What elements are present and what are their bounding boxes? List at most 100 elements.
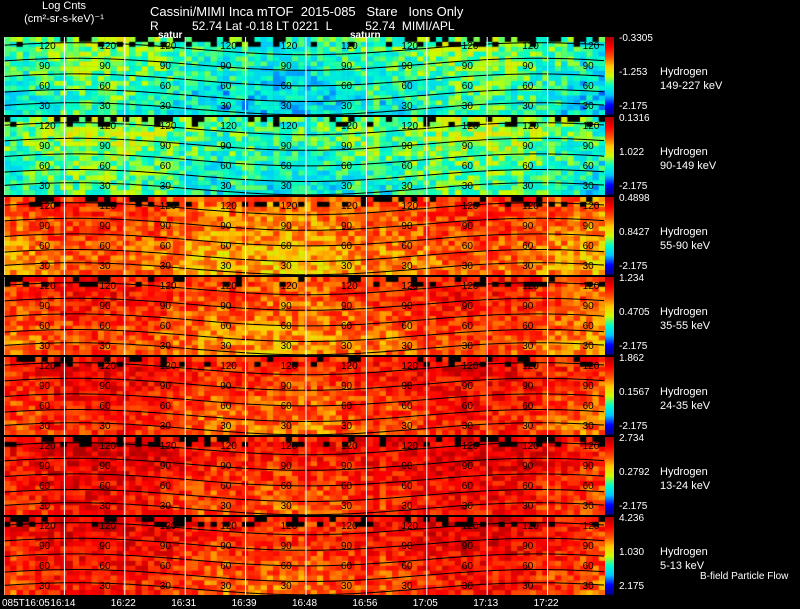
contour-line: [4, 262, 605, 275]
energy-label: 5-13 keV: [660, 560, 705, 572]
contour-label: 60: [99, 161, 111, 172]
contour-label: 90: [341, 61, 353, 72]
contour-label: 120: [401, 201, 418, 212]
contour-label: 120: [462, 441, 479, 452]
panel-2: 120 90 60 30 120 90 60 30 120 90 60 30 120 90 60 30 120 9…: [4, 117, 605, 195]
contour-label: 60: [99, 481, 111, 492]
chart-title: Cassini/MIMI Inca mTOF 2015-085 Stare Io…: [150, 4, 464, 19]
contour-label: 60: [39, 81, 51, 92]
contour-label: 30: [462, 341, 474, 352]
contour-label: 60: [39, 481, 51, 492]
contour-label: 60: [341, 401, 353, 412]
contour-label: 30: [522, 261, 534, 272]
contour-label: 120: [583, 361, 600, 372]
contour-label: 120: [522, 201, 539, 212]
contour-line: [4, 249, 605, 262]
contour-label: 90: [220, 541, 232, 552]
contour-label: 60: [462, 401, 474, 412]
contour-label: 30: [99, 501, 111, 512]
contour-label: 90: [583, 221, 595, 232]
contour-label: 60: [39, 401, 51, 412]
contour-label: 60: [160, 481, 172, 492]
contour-label: 60: [583, 401, 595, 412]
contour-label: 120: [341, 281, 358, 292]
contour-label: 60: [341, 321, 353, 332]
contour-label: 90: [99, 141, 111, 152]
contour-label: 120: [160, 201, 177, 212]
contour-label: 60: [522, 81, 534, 92]
contour-label: 30: [341, 341, 353, 352]
contour-label: 60: [462, 321, 474, 332]
contour-label: 60: [99, 241, 111, 252]
contour-label: 90: [39, 541, 51, 552]
panel-overlay: 120 90 60 30 120 90 60 30 120 90 60 30 120 90 60 30 120 9…: [4, 517, 605, 595]
contour-label: 30: [220, 261, 232, 272]
contour-label: 60: [462, 561, 474, 572]
contour-label: 60: [281, 561, 293, 572]
contour-label: 90: [583, 141, 595, 152]
contour-line: [4, 553, 605, 567]
contour-label: 90: [39, 301, 51, 312]
contour-label: 90: [39, 141, 51, 152]
contour-label: 30: [220, 581, 232, 592]
colorbar-tick-max: 1.862: [619, 353, 645, 364]
contour-label: 90: [522, 221, 534, 232]
contour-label: 90: [522, 381, 534, 392]
colorbar-tick-max: 4.236: [619, 513, 645, 524]
contour-label: 120: [99, 361, 116, 372]
contour-label: 120: [281, 361, 298, 372]
contour-label: 90: [522, 461, 534, 472]
x-tick-label: 16:14: [50, 598, 76, 609]
species-label: Hydrogen: [660, 466, 708, 478]
contour-label: 30: [583, 101, 595, 112]
contour-line: [4, 537, 605, 551]
species-label: Hydrogen: [660, 226, 708, 238]
contour-line: [4, 569, 605, 582]
contour-label: 30: [401, 261, 413, 272]
contour-label: 60: [522, 241, 534, 252]
energy-label: 24-35 keV: [660, 400, 711, 412]
contour-label: 60: [401, 481, 413, 492]
contour-line: [4, 582, 605, 595]
contour-label: 90: [99, 221, 111, 232]
x-tick-label: 16:39: [231, 598, 257, 609]
contour-label: 90: [462, 301, 474, 312]
contour-line: [4, 489, 605, 502]
contour-label: 120: [583, 41, 600, 52]
energy-label: 149-227 keV: [660, 80, 723, 92]
contour-label: 90: [220, 221, 232, 232]
contour-line: [4, 153, 605, 167]
contour-label: 90: [99, 61, 111, 72]
contour-label: 30: [341, 261, 353, 272]
contour-label: 120: [401, 281, 418, 292]
contour-label: 30: [341, 501, 353, 512]
colorbar-tick-mid: 1.030: [619, 547, 645, 558]
contour-label: 30: [160, 581, 172, 592]
colorbar-tick-mid: 0.4705: [619, 307, 650, 318]
contour-label: 120: [522, 521, 539, 532]
contour-label: 30: [99, 101, 111, 112]
colorbar-tick-min: 2.175: [619, 581, 645, 592]
colorbar-tick-max: 2.734: [619, 433, 645, 444]
contour-label: 60: [39, 241, 51, 252]
contour-label: 120: [160, 361, 177, 372]
contour-label: 60: [160, 321, 172, 332]
contour-label: 30: [281, 101, 293, 112]
contour-label: 30: [462, 421, 474, 432]
colorbar-7: [605, 517, 614, 595]
contour-label: 60: [522, 401, 534, 412]
contour-line: [4, 522, 605, 536]
contour-line: [4, 57, 605, 71]
contour-label: 60: [281, 241, 293, 252]
contour-label: 120: [462, 41, 479, 52]
contour-label: 30: [99, 341, 111, 352]
contour-label: 120: [401, 521, 418, 532]
contour-label: 120: [160, 121, 177, 132]
contour-label: 120: [160, 441, 177, 452]
contour-label: 30: [39, 341, 51, 352]
contour-label: 90: [522, 141, 534, 152]
panel-label-5: Hydrogen 24-35 keV: [660, 385, 710, 413]
contour-label: 120: [220, 281, 237, 292]
contour-label: 120: [341, 121, 358, 132]
colorbar-5: [605, 357, 614, 435]
